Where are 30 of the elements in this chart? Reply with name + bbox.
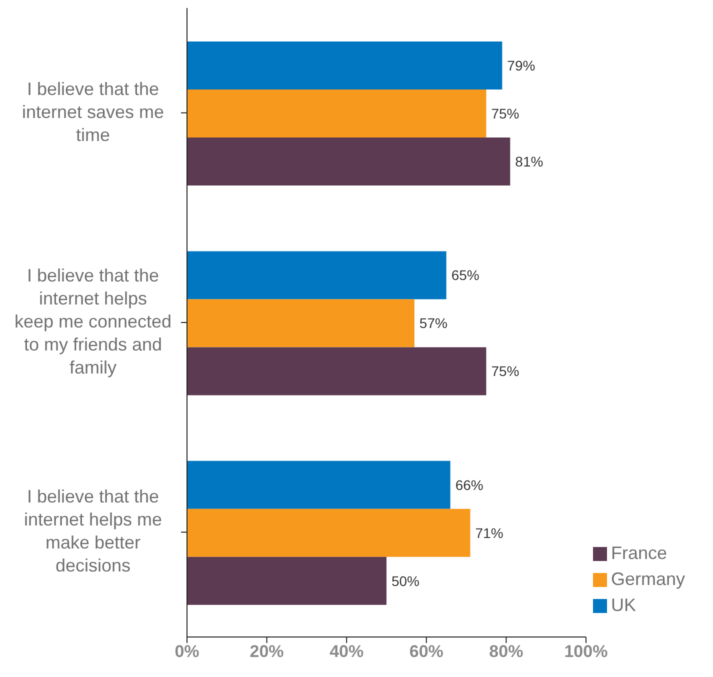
legend-label: UK xyxy=(610,595,636,615)
bar xyxy=(187,251,446,300)
bar xyxy=(187,508,470,557)
y-tick-label: I believe that the internet helps me make better decisions xyxy=(24,486,162,576)
x-tick-label: 20% xyxy=(250,642,284,662)
legend-label: Germany xyxy=(610,569,685,589)
data-label: 50% xyxy=(391,572,420,589)
bar xyxy=(187,556,386,605)
data-label: 79% xyxy=(507,58,536,74)
bar xyxy=(187,90,486,138)
bar xyxy=(187,42,502,90)
bar xyxy=(187,347,486,396)
x-tick-label: 100% xyxy=(564,642,608,662)
data-label: 57% xyxy=(419,315,448,332)
bar xyxy=(187,460,450,509)
legend-label: France xyxy=(610,543,667,563)
y-tick-label: I believe that the internet saves me time xyxy=(22,78,164,145)
y-tick-label: I believe that the internet helps keep me connected to my friends and family xyxy=(14,265,172,378)
x-tick-label: 60% xyxy=(409,642,444,662)
x-tick-label: 80% xyxy=(489,642,524,662)
data-label: 75% xyxy=(491,363,520,380)
bar xyxy=(187,299,414,348)
data-label: 71% xyxy=(475,524,504,541)
data-label: 75% xyxy=(491,106,520,122)
bar xyxy=(187,138,510,186)
data-label: 81% xyxy=(515,154,544,170)
data-label: 66% xyxy=(455,476,484,493)
data-label: 65% xyxy=(451,267,480,284)
x-tick-label: 0% xyxy=(174,642,200,662)
x-tick-label: 40% xyxy=(330,642,364,662)
